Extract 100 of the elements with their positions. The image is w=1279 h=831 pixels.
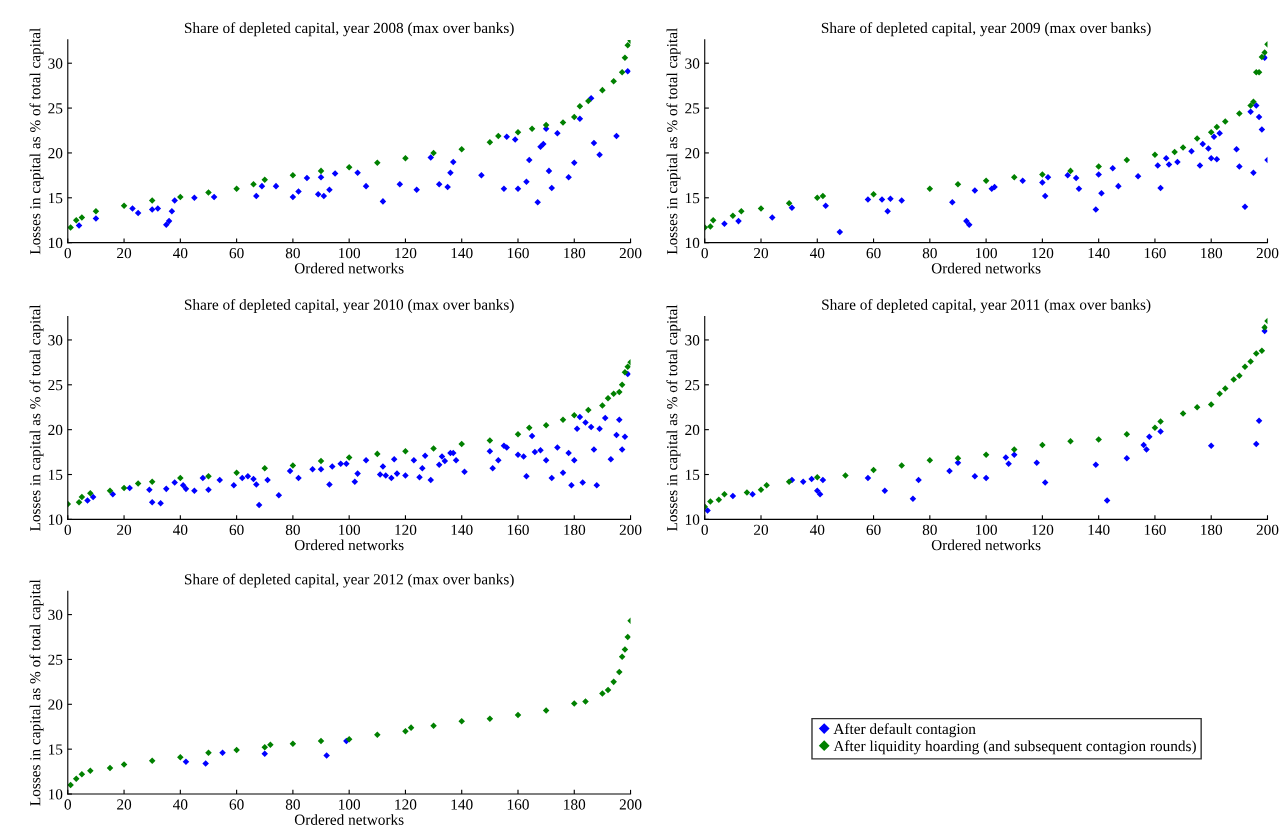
point [261, 744, 269, 751]
point [1250, 98, 1257, 106]
point [1010, 173, 1018, 181]
point [1236, 110, 1243, 117]
point [1216, 129, 1223, 137]
point [1252, 350, 1260, 357]
point [120, 202, 128, 210]
point [219, 749, 226, 757]
point [258, 182, 266, 190]
point [1067, 438, 1074, 445]
point [884, 207, 891, 215]
point [458, 718, 465, 725]
point [72, 216, 80, 224]
point [447, 169, 454, 176]
point [323, 752, 330, 759]
y-tick-label: 10 [685, 237, 700, 249]
point [618, 381, 626, 389]
point [769, 214, 776, 221]
point [814, 194, 821, 202]
x-tick-label: 200 [619, 247, 642, 259]
point [898, 197, 905, 204]
point [514, 711, 522, 719]
x-tick-label: 60 [229, 524, 244, 535]
point [785, 199, 793, 207]
y-tick-label: 25 [685, 103, 700, 114]
point [1261, 324, 1268, 331]
y-tick-label: 30 [48, 335, 63, 346]
point [1233, 146, 1240, 153]
point [545, 167, 553, 175]
point [182, 758, 190, 765]
point [822, 202, 829, 210]
x-tick-label: 0 [701, 247, 708, 259]
x-tick-label: 120 [395, 524, 417, 535]
x-tick-label: 100 [339, 799, 361, 810]
point [1241, 203, 1249, 211]
point [267, 741, 274, 748]
x-tick-label: 160 [507, 247, 529, 259]
y-tick-label: 20 [685, 148, 700, 159]
x-tick-label: 200 [1256, 524, 1279, 535]
x-tick-label: 140 [451, 524, 473, 535]
point [709, 216, 717, 224]
x-tick-label: 40 [173, 524, 188, 535]
x-tick-label: 160 [507, 799, 529, 810]
point [565, 173, 572, 181]
point [1146, 433, 1153, 441]
point [738, 207, 745, 215]
point [148, 478, 156, 485]
point [320, 192, 328, 200]
y-tick-label: 25 [48, 379, 63, 391]
y-tick-label: 25 [685, 379, 700, 391]
point [616, 388, 623, 396]
point [971, 473, 979, 480]
point [523, 178, 530, 185]
point [571, 113, 578, 121]
point [450, 158, 457, 166]
point [540, 140, 547, 148]
point [729, 212, 737, 219]
point [624, 42, 631, 49]
point [881, 487, 889, 494]
point [165, 217, 173, 225]
chart-title: Share of depleted capital, year 2009 (max over banks) [821, 22, 1151, 37]
point [749, 491, 756, 498]
point [148, 757, 156, 765]
y-axis-title: Losses in capital as % of total capital [29, 28, 44, 255]
point [576, 103, 584, 110]
point [67, 781, 74, 789]
point [721, 220, 728, 228]
point [909, 495, 917, 502]
point [486, 138, 494, 146]
y-tick-label: 10 [48, 514, 63, 525]
point [1143, 446, 1150, 453]
point [289, 172, 297, 179]
point [1247, 102, 1254, 109]
point [814, 473, 821, 481]
point [1041, 479, 1049, 486]
point [1236, 163, 1243, 170]
point [926, 185, 934, 193]
point [971, 187, 979, 194]
y-axis-title: Losses in capital as % of total capital [29, 304, 44, 532]
x-tick-label: 20 [754, 524, 769, 535]
point [1207, 129, 1215, 136]
point [887, 195, 894, 202]
x-tick-label: 40 [809, 524, 825, 535]
chart-title: Share of depleted capital, year 2010 (max over banks) [184, 298, 514, 313]
point [402, 727, 409, 735]
y-tick-label: 30 [685, 58, 700, 69]
point [610, 678, 617, 686]
point [525, 424, 533, 432]
y-tick-label: 30 [48, 58, 63, 69]
point [571, 412, 578, 419]
point [604, 686, 612, 694]
point [458, 146, 465, 153]
chart-title: Share of depleted capital, year 2008 (max over banks) [184, 22, 514, 37]
x-tick-label: 100 [339, 524, 361, 535]
point [396, 181, 404, 188]
point [134, 209, 142, 217]
point [317, 457, 325, 465]
point [982, 474, 990, 482]
point [1157, 428, 1164, 435]
point [326, 186, 333, 193]
